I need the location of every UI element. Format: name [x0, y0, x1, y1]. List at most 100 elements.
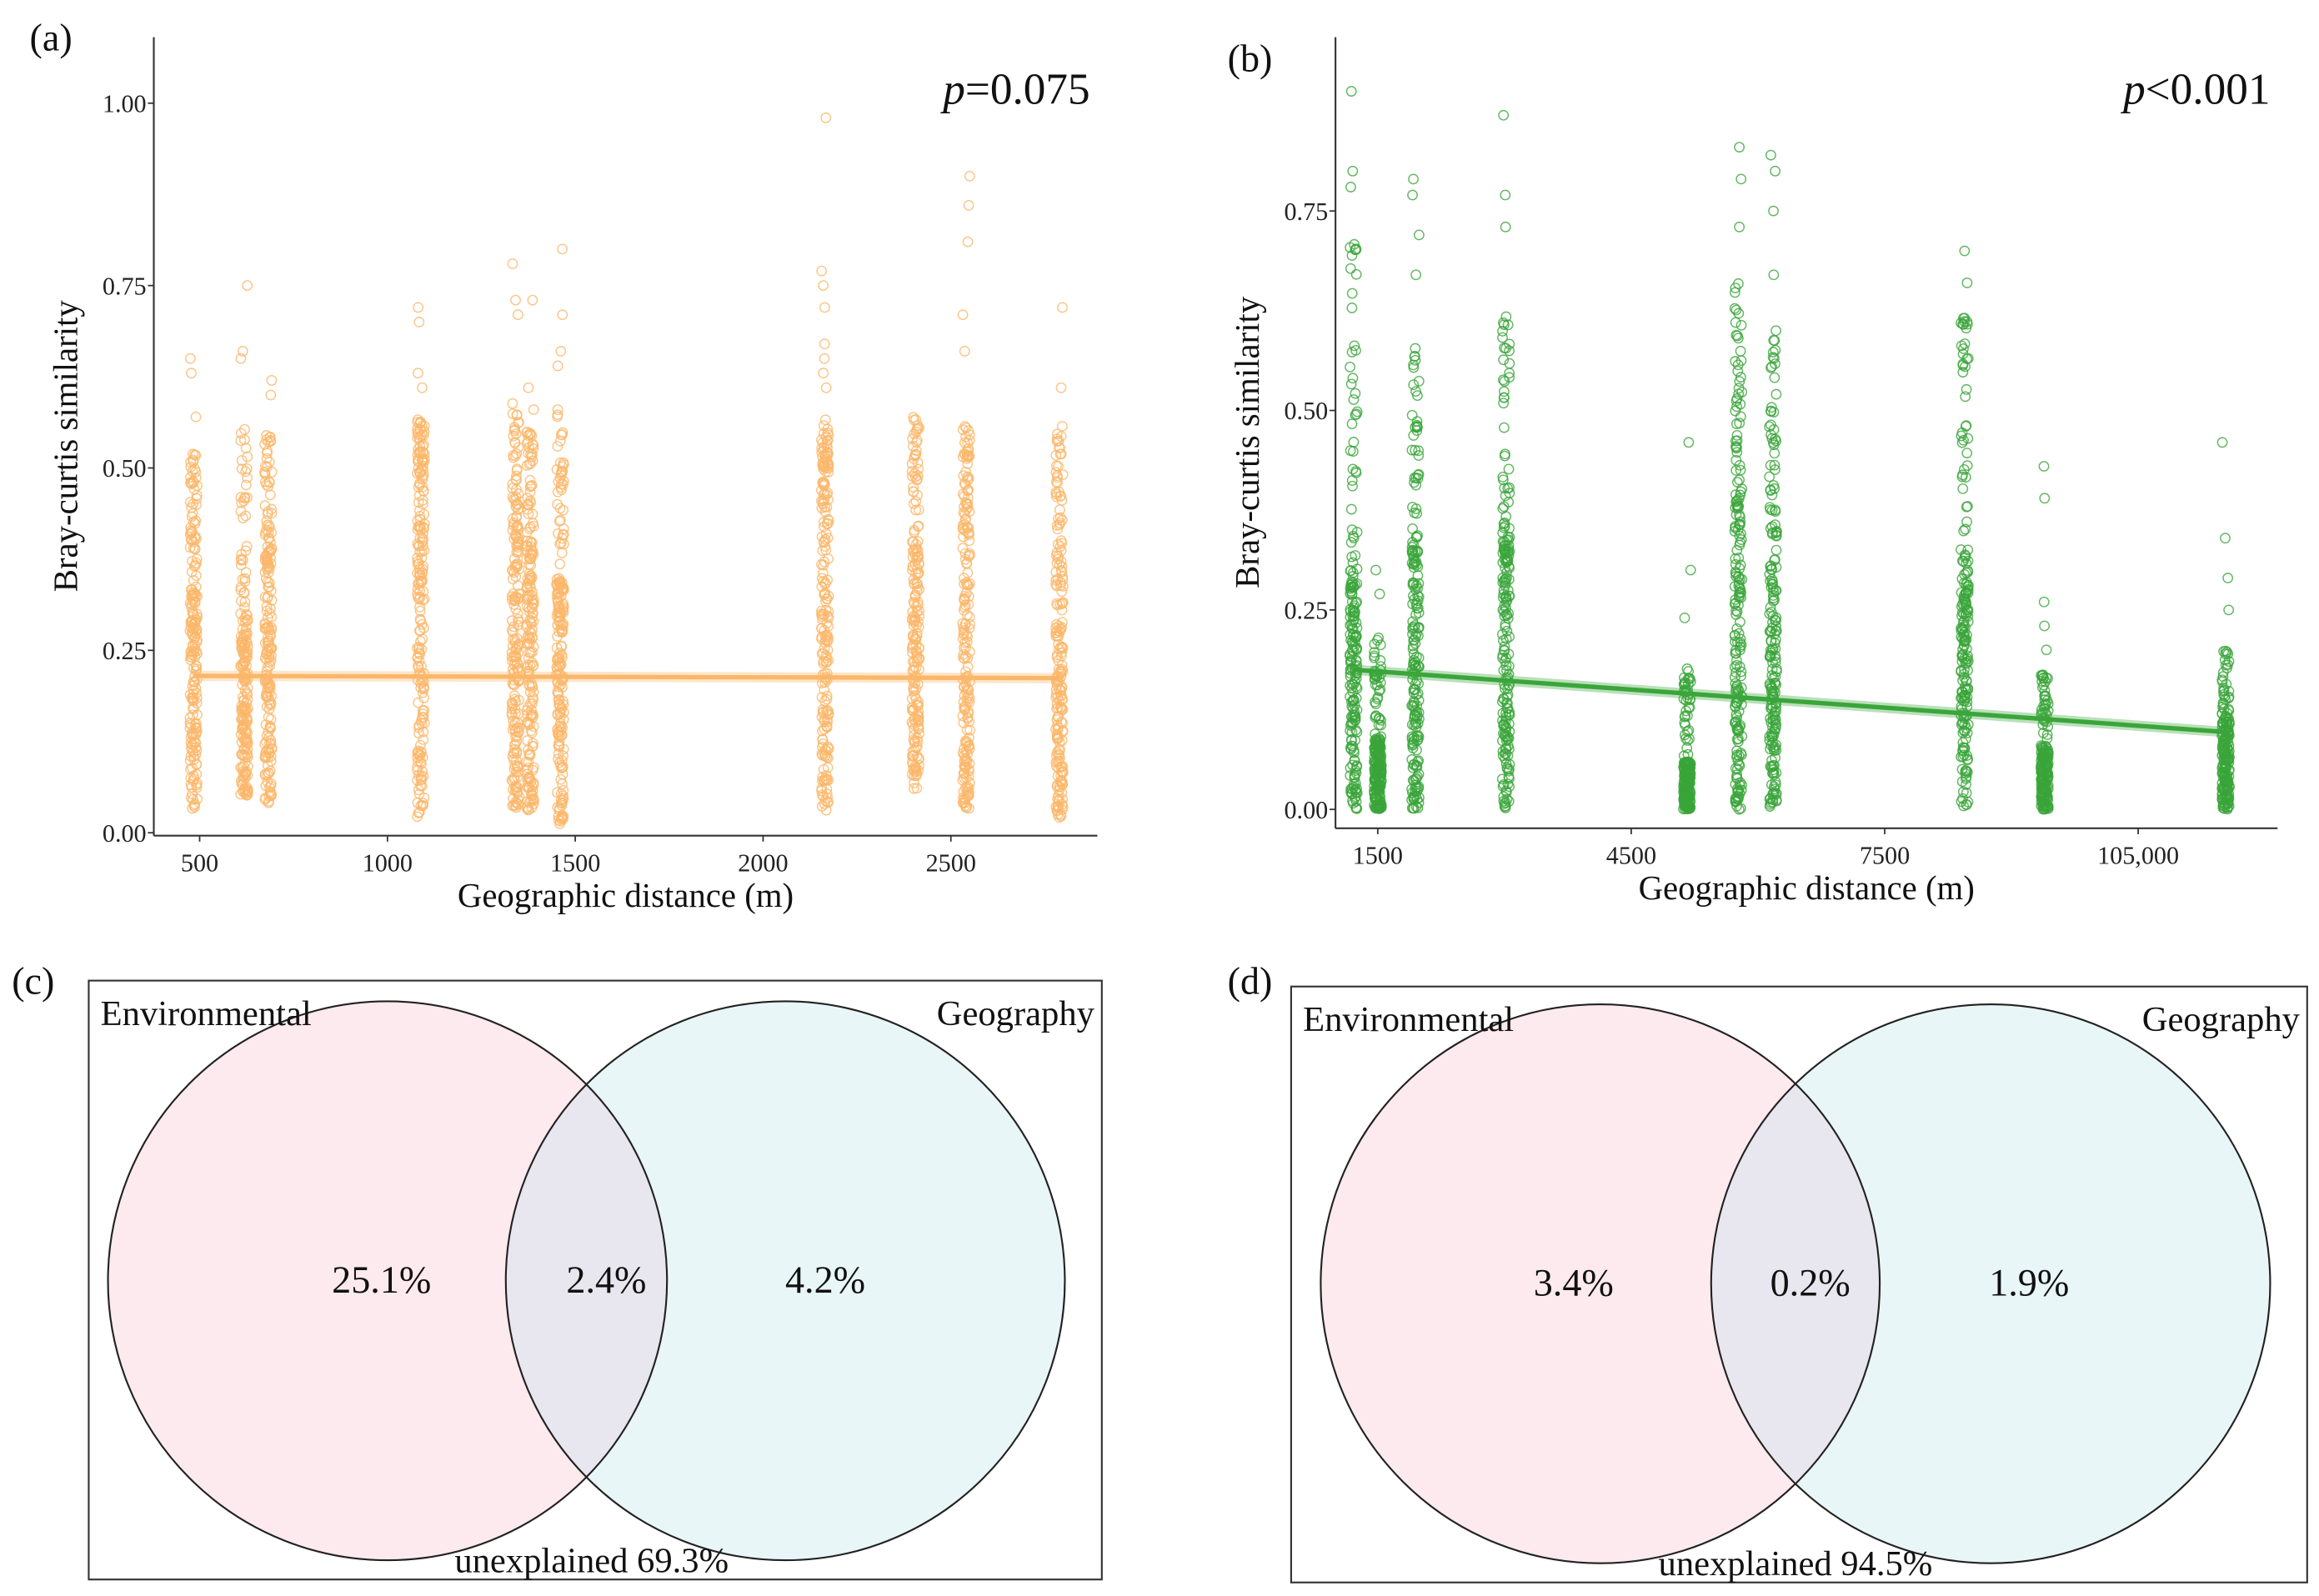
data-point: [1957, 483, 1969, 494]
data-point: [553, 681, 564, 693]
data-point: [1375, 750, 1387, 762]
data-point: [2217, 766, 2228, 778]
data-point: [259, 769, 271, 781]
data-point: [2038, 596, 2050, 608]
data-point: [1348, 394, 1360, 405]
data-point: [914, 653, 924, 665]
data-point: [1502, 554, 1514, 566]
data-point: [959, 753, 971, 764]
overlap-value: 0.2%: [1771, 1262, 1851, 1304]
data-point: [1766, 643, 1778, 655]
data-point: [1055, 580, 1066, 591]
data-point: [412, 774, 423, 786]
data-point: [1730, 502, 1741, 513]
data-point: [508, 658, 520, 670]
data-point: [2222, 659, 2233, 671]
data-point: [1959, 627, 1971, 638]
data-point: [266, 527, 278, 538]
data-point: [1499, 544, 1510, 555]
data-point: [523, 772, 535, 783]
data-point: [1408, 659, 1419, 670]
panel-b-scatter: (b) 0.00 0.25 0.50 0.75 1500 4500 7500 105,000 Ge…: [1228, 37, 2278, 907]
data-point: [1766, 504, 1778, 516]
data-point: [528, 616, 539, 628]
data-point: [241, 660, 253, 671]
data-point: [260, 780, 272, 792]
data-point: [235, 584, 247, 596]
data-point: [1408, 173, 1419, 185]
data-point: [1498, 392, 1510, 403]
data-point: [964, 716, 975, 728]
data-point: [1345, 503, 1357, 515]
data-point: [1731, 393, 1743, 404]
data-point: [1054, 812, 1065, 823]
data-point: [1348, 581, 1359, 593]
data-point: [819, 577, 831, 588]
data-point: [1053, 663, 1064, 675]
data-point: [2041, 733, 2053, 744]
data-point: [553, 725, 565, 737]
data-point: [1960, 689, 1971, 701]
data-point: [1735, 345, 1746, 357]
data-point: [820, 804, 832, 816]
data-point: [908, 783, 919, 794]
data-point: [1413, 768, 1425, 780]
data-point: [1053, 538, 1064, 550]
data-point: [1055, 535, 1067, 547]
data-point: [1733, 552, 1745, 563]
data-point: [263, 752, 273, 763]
data-point: [263, 797, 274, 808]
data-point: [528, 443, 539, 454]
data-point: [1406, 733, 1418, 745]
data-point: [190, 559, 201, 571]
p-value-annotation: p=0.075: [939, 64, 1089, 113]
data-point: [1374, 803, 1385, 814]
data-point: [1960, 596, 1971, 608]
data-point: [418, 798, 428, 809]
y-tick-label: 0.75: [103, 272, 147, 300]
data-point: [417, 540, 428, 552]
panel-label: (c): [12, 960, 54, 1003]
data-point: [238, 761, 249, 772]
y-tick-label: 0.50: [103, 454, 147, 483]
data-point: [1735, 641, 1746, 653]
data-point: [962, 631, 974, 643]
data-point: [1730, 716, 1742, 727]
data-point: [186, 368, 197, 379]
data-point: [239, 602, 250, 613]
data-point: [189, 543, 201, 554]
data-point: [1680, 768, 1691, 779]
data-point: [415, 780, 426, 792]
p-value: =0.075: [965, 64, 1090, 113]
data-point: [1503, 765, 1515, 777]
data-point: [558, 785, 569, 796]
data-point: [1734, 142, 1745, 153]
data-point: [552, 687, 563, 698]
data-point: [1734, 418, 1746, 429]
data-point: [1500, 562, 1510, 573]
data-point: [513, 638, 524, 649]
data-point: [2037, 673, 2049, 684]
data-point: [1056, 494, 1068, 506]
data-point: [1767, 347, 1779, 358]
data-point: [1055, 448, 1067, 460]
data-point: [1052, 733, 1064, 744]
data-point: [527, 740, 538, 752]
data-point: [524, 750, 536, 761]
data-point: [511, 540, 522, 552]
data-point: [1056, 421, 1068, 432]
data-point: [1500, 748, 1511, 759]
data-point: [908, 498, 919, 509]
x-tick-label: 1000: [363, 848, 413, 877]
data-point: [235, 353, 247, 364]
data-point: [1499, 450, 1510, 462]
environmental-circle: [108, 1001, 668, 1561]
data-point: [911, 768, 923, 780]
data-point: [910, 770, 922, 782]
data-point: [417, 618, 428, 630]
data-point: [1057, 725, 1069, 737]
data-point: [522, 493, 533, 503]
data-point: [528, 762, 539, 773]
data-point: [240, 510, 252, 522]
data-point: [1770, 653, 1781, 664]
